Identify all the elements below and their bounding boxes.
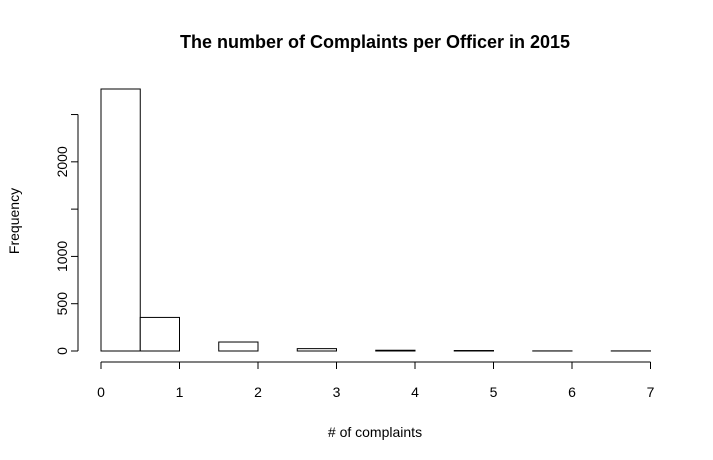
x-axis: 0 1 2 3 4 5 6 7 bbox=[97, 361, 655, 400]
y-axis: 0 500 1000 2000 bbox=[54, 114, 79, 355]
histogram-bars bbox=[100, 88, 651, 352]
y-tick-label-1: 500 bbox=[54, 292, 70, 316]
x-axis-label: # of complaints bbox=[328, 424, 422, 440]
y-axis-label: Frequency bbox=[6, 188, 22, 254]
histogram-bar-0 bbox=[100, 88, 141, 352]
x-tick-label-4: 4 bbox=[411, 384, 419, 400]
histogram-bar-5 bbox=[296, 348, 337, 352]
chart-title: The number of Complaints per Officer in … bbox=[180, 32, 570, 52]
x-tick-label-5: 5 bbox=[490, 384, 498, 400]
x-tick-label-6: 6 bbox=[568, 384, 576, 400]
histogram-bar-1 bbox=[139, 316, 180, 352]
y-tick-label-4: 2000 bbox=[54, 146, 70, 177]
y-tick-label-0: 0 bbox=[54, 347, 70, 355]
x-tick-label-7: 7 bbox=[647, 384, 655, 400]
x-tick-label-0: 0 bbox=[97, 384, 105, 400]
x-tick-label-3: 3 bbox=[333, 384, 341, 400]
histogram-bar-7 bbox=[375, 349, 416, 352]
x-tick-label-1: 1 bbox=[176, 384, 184, 400]
histogram-bar-3 bbox=[218, 341, 259, 352]
y-tick-label-2: 1000 bbox=[54, 241, 70, 272]
x-tick-label-2: 2 bbox=[254, 384, 262, 400]
